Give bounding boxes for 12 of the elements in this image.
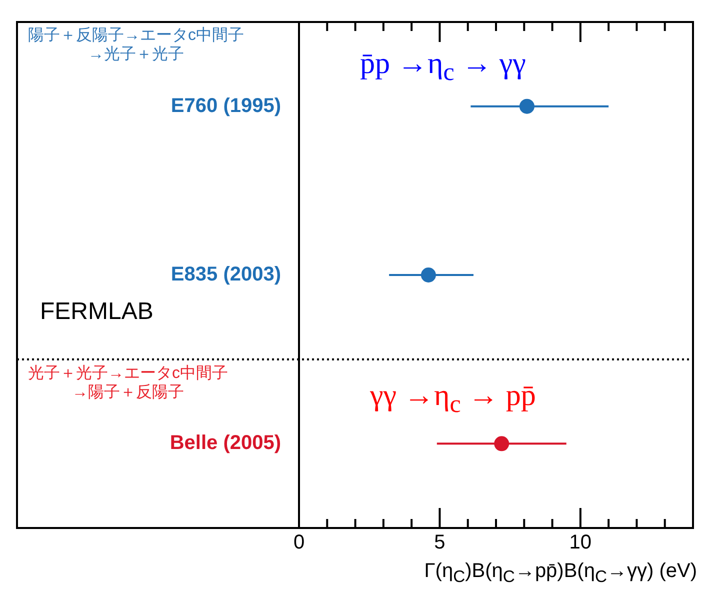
x-tick-label: 5 — [434, 532, 446, 554]
x-tick-label: 0 — [293, 532, 305, 554]
text: FERMLAB — [40, 298, 154, 327]
text: 陽子＋反陽子→エータc中間子 →光子＋光子 — [28, 26, 244, 64]
annotation: p̄p →η$_{c}$ → γγ — [360, 46, 526, 88]
y-tick-label: E760 (1995) — [170, 94, 281, 117]
x-axis-title: Γ(η$_{C}$)B(η$_{C}$→pp̄)B(η$_{C}$→γγ) (eV) — [423, 560, 697, 587]
x-tick-label: 10 — [569, 532, 592, 554]
annotation: γγ →η$_{c}$ → pp̄ — [370, 378, 536, 420]
y-tick-label: Belle (2005) — [170, 432, 281, 454]
y-tick-label: E835 (2003) — [170, 264, 281, 286]
text: 光子＋光子→エータc中間子 →陽子＋反陽子 — [28, 364, 228, 402]
